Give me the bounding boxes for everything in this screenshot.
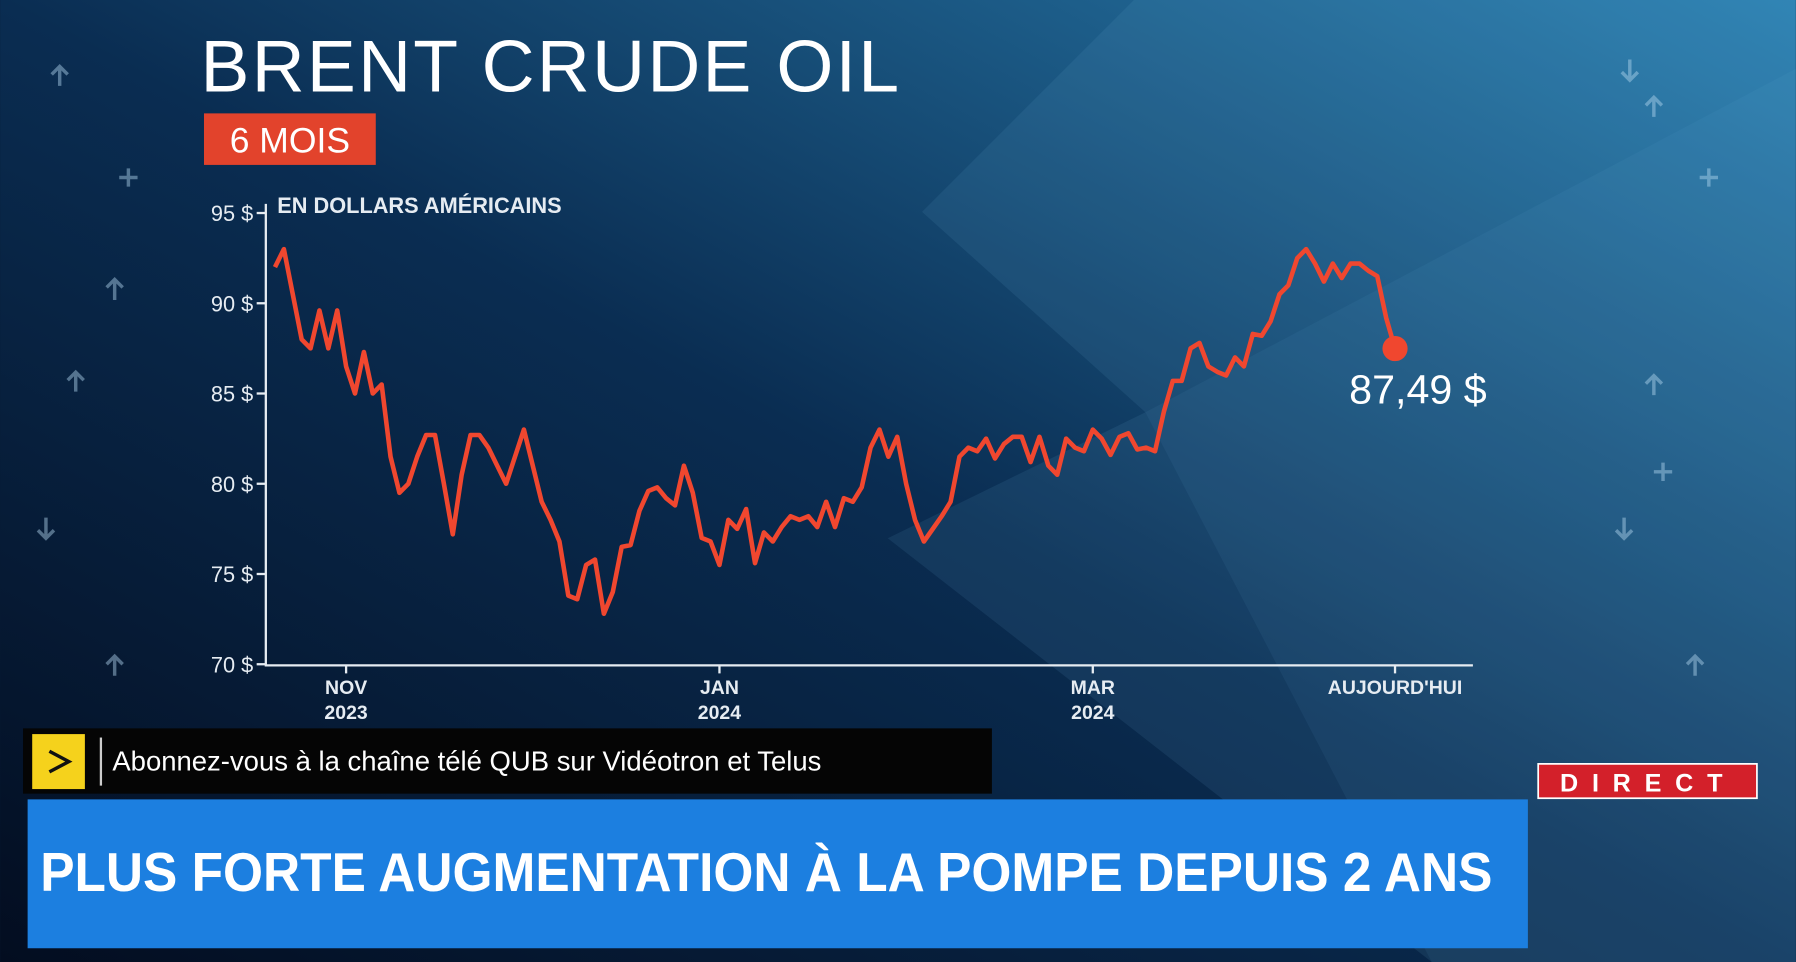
arrow-icon <box>1614 517 1634 541</box>
subtitle-box <box>203 113 376 165</box>
y-tick-label: 80 $ <box>211 472 253 497</box>
x-tick-label-box: NOV 2023 <box>324 676 368 724</box>
x-tick-label: MAR 2024 <box>1070 676 1115 724</box>
y-tick-label: 85 $ <box>211 382 253 407</box>
y-tick-label: 90 $ <box>211 291 253 316</box>
background-shape <box>887 0 1796 962</box>
price-line <box>272 246 1398 616</box>
plus-icon <box>1699 168 1718 187</box>
x-tick-label: NOV 2023 <box>324 676 368 724</box>
arrow-icon <box>66 369 85 392</box>
live-badge <box>1537 763 1758 800</box>
x-tick-label-box: AUJOURD'HUI <box>1327 676 1463 699</box>
last-point <box>1382 335 1408 362</box>
arrow-icon <box>36 517 56 541</box>
background-shape <box>1145 68 1796 962</box>
arrow-icon <box>1644 94 1664 117</box>
plus-icon <box>119 168 138 187</box>
arrow-icon <box>50 63 69 86</box>
arrow-icon <box>1644 373 1664 396</box>
live-badge-text: DIRECT <box>1560 769 1736 797</box>
ticker-icon <box>32 734 85 790</box>
arrow-icon <box>1620 59 1640 83</box>
arrow-icon <box>105 653 124 676</box>
arrow-icon <box>105 277 124 301</box>
y-axis-label: EN DOLLARS AMÉRICAINS <box>277 193 561 218</box>
x-tick-label: AUJOURD'HUI <box>1327 676 1463 699</box>
ticker-bar <box>23 728 992 794</box>
headline-bar <box>27 799 1528 949</box>
ticker-arrow <box>48 749 73 774</box>
chart-title: BRENT CRUDE OIL <box>201 26 902 108</box>
annotation: 87,49 $ <box>1349 367 1487 413</box>
decorative-icons <box>36 59 1718 676</box>
ticker-text: Abonnez-vous à la chaîne télé QUB sur Vi… <box>112 746 821 777</box>
x-tick-label-box: JAN 2024 <box>697 676 742 724</box>
y-tick-label: 75 $ <box>211 562 253 587</box>
headline: PLUS FORTE AUGMENTATION À LA POMPE DEPUI… <box>40 841 1492 903</box>
chart-subtitle: 6 MOIS <box>230 120 350 160</box>
arrow-icon <box>1685 653 1705 676</box>
x-tick-label-box: MAR 2024 <box>1070 676 1115 724</box>
plus-icon <box>1653 462 1673 481</box>
y-tick-label: 70 $ <box>211 652 253 677</box>
plot: 70 $ 75 $ 80 $ 85 $ 90 $ 95 $ NOV 2023 JAN 2024… <box>211 201 1487 724</box>
x-tick-label: JAN 2024 <box>697 676 742 724</box>
y-tick-label: 95 $ <box>211 201 253 226</box>
